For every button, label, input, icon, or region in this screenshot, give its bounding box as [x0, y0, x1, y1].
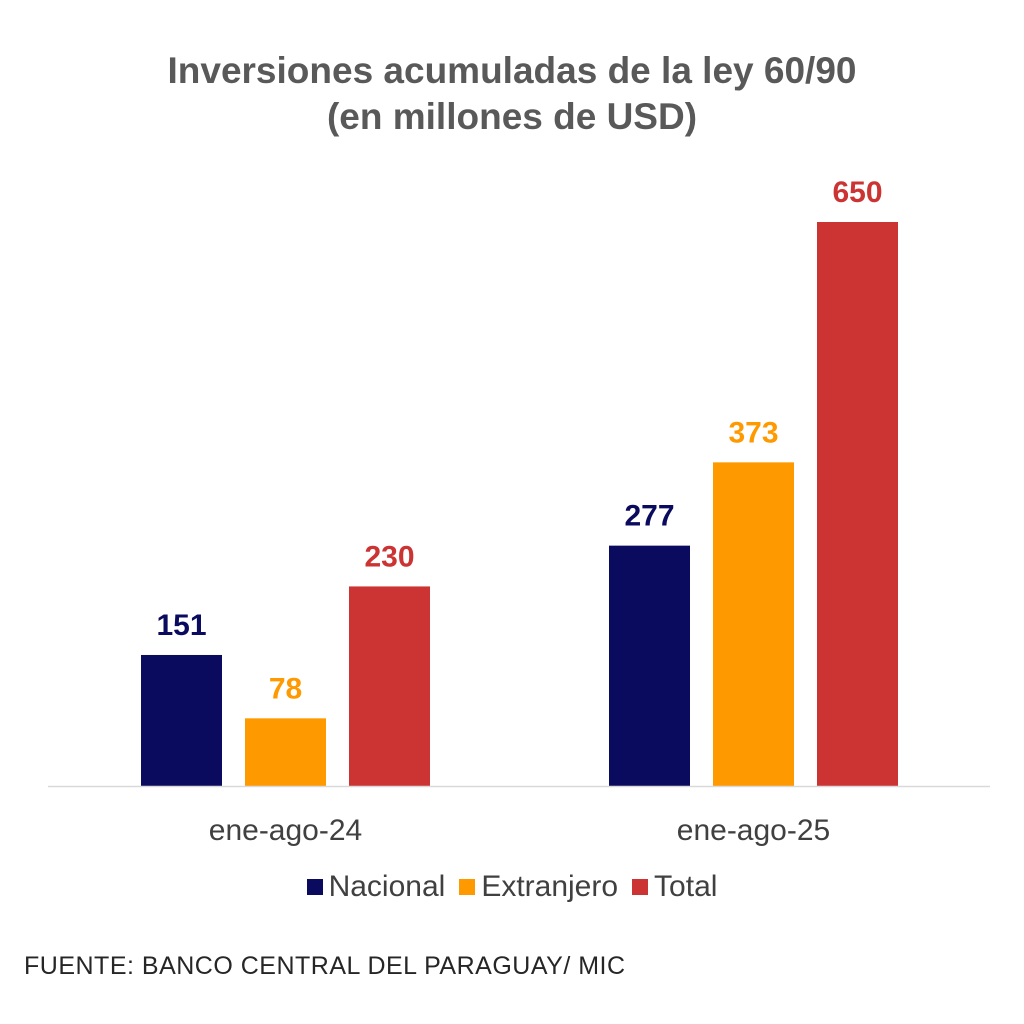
- data-label-nacional-ene-ago-25: 277: [624, 500, 674, 533]
- data-label-extranjero-ene-ago-25: 373: [728, 416, 778, 449]
- data-label-extranjero-ene-ago-24: 78: [269, 672, 302, 705]
- bar-total-ene-ago-24: [349, 586, 430, 786]
- bar-nacional-ene-ago-24: [141, 654, 222, 786]
- data-label-nacional-ene-ago-24: 151: [156, 609, 206, 642]
- bar-extranjero-ene-ago-24: [245, 718, 326, 786]
- legend-label-total: Total: [654, 870, 718, 903]
- source-note: FUENTE: BANCO CENTRAL DEL PARAGUAY/ MIC: [24, 952, 626, 980]
- legend-swatch-extranjero: [459, 879, 476, 895]
- bar-extranjero-ene-ago-25: [713, 462, 794, 786]
- legend-item-nacional: Nacional: [306, 870, 446, 904]
- bar-total-ene-ago-25: [817, 222, 898, 786]
- legend-item-total: Total: [632, 870, 717, 904]
- chart-legend: Nacional Extranjero Total: [0, 870, 1024, 904]
- data-label-total-ene-ago-25: 650: [832, 176, 882, 209]
- bar-nacional-ene-ago-25: [609, 545, 690, 786]
- chart-title-block: Inversiones acumuladas de la ley 60/90 (…: [0, 48, 1024, 140]
- data-label-total-ene-ago-24: 230: [364, 540, 414, 573]
- legend-label-extranjero: Extranjero: [481, 870, 619, 903]
- chart-title: Inversiones acumuladas de la ley 60/90: [167, 50, 857, 91]
- x-tick-label-ene-ago-24: ene-ago-24: [209, 814, 362, 847]
- x-tick-label-ene-ago-25: ene-ago-25: [677, 814, 830, 847]
- legend-swatch-total: [632, 879, 649, 895]
- legend-item-extranjero: Extranjero: [459, 870, 618, 904]
- chart-subtitle: (en millones de USD): [326, 96, 698, 137]
- legend-label-nacional: Nacional: [328, 870, 446, 903]
- legend-swatch-nacional: [306, 879, 323, 895]
